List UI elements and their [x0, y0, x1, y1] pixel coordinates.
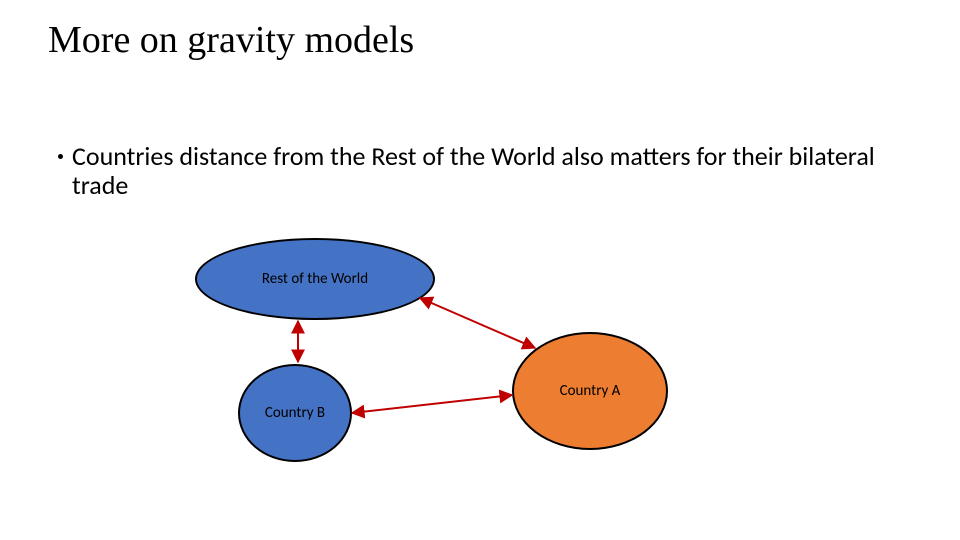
arrow-line — [352, 395, 512, 413]
node-label: Country B — [265, 404, 325, 422]
slide: More on gravity models Countries distanc… — [0, 0, 960, 540]
node-country-a: Country A — [512, 332, 668, 450]
arrows-layer — [0, 0, 960, 540]
node-rest-of-world: Rest of the World — [195, 238, 435, 320]
node-label: Rest of the World — [262, 270, 368, 288]
node-country-b: Country B — [238, 364, 352, 462]
node-label: Country A — [560, 382, 621, 400]
arrow-line — [420, 298, 535, 348]
diagram: Rest of the World Country B Country A — [0, 0, 960, 540]
